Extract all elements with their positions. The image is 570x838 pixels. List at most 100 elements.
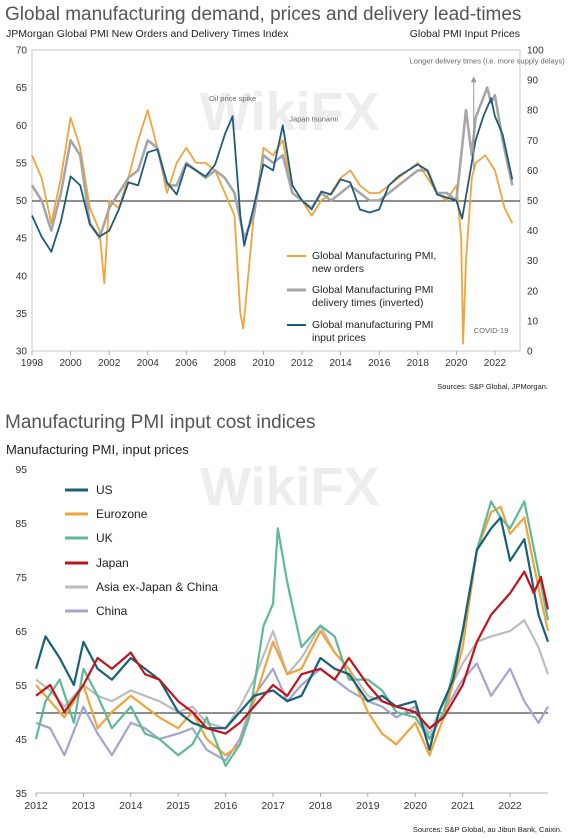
legend-label-new-orders-line2: new orders: [312, 263, 364, 275]
series-line-global-manufacturing-pmi-delivery-times-inverted: [30, 86, 514, 240]
left-tick-label-30: 30: [16, 347, 28, 358]
legend-label-eurozone: Eurozone: [96, 507, 148, 521]
right-tick-label-90: 90: [527, 76, 539, 87]
x-tick-label-1998: 1998: [21, 358, 44, 369]
x-tick-label-2019: 2019: [356, 800, 380, 812]
x-tick-label-2010: 2010: [252, 358, 275, 369]
right-tick-label-70: 70: [527, 136, 539, 147]
y-tick-label-75: 75: [15, 572, 27, 584]
chart-1-series: [30, 86, 514, 345]
right-tick-label-0: 0: [527, 347, 533, 358]
x-tick-label-2012: 2012: [291, 358, 314, 369]
chart-1-left-ticks: 30 35 40 45 50 55 60 65 70: [16, 46, 28, 358]
x-tick-label-2016: 2016: [214, 800, 238, 812]
legend-label-us: US: [96, 483, 113, 497]
chart-2: Manufacturing PMI input cost indices Man…: [5, 412, 562, 834]
x-tick-label-2008: 2008: [214, 358, 237, 369]
legend-item-japan: Japan: [65, 556, 129, 570]
legend-label-input-prices-line1: Global manufacturing PMI: [312, 319, 433, 331]
legend-label-uk: UK: [96, 531, 113, 545]
chart-1-title: Global manufacturing demand, prices and …: [5, 4, 521, 25]
x-tick-label-2020: 2020: [445, 358, 468, 369]
annotation-oil-price-spike: Oil price spike: [209, 94, 256, 103]
legend-item-delivery-times: Global Manufacturing PMI delivery times …: [287, 284, 433, 309]
y-tick-label-35: 35: [15, 788, 27, 800]
chart-1-legend: Global Manufacturing PMI, new orders Glo…: [287, 250, 436, 344]
chart-2-ylabel: Manufacturing PMI, input prices: [6, 442, 189, 457]
x-tick-label-2020: 2020: [404, 800, 428, 812]
series-line-global-manufacturing-pmi-input-prices: [31, 97, 514, 253]
y-tick-label-45: 45: [15, 734, 27, 746]
right-tick-label-20: 20: [527, 286, 539, 297]
left-tick-label-35: 35: [16, 309, 28, 320]
chart-1-source: Sources: S&P Global, JPMorgan.: [437, 382, 548, 391]
arrowhead-icon: [470, 76, 477, 83]
y-tick-label-65: 65: [15, 626, 27, 638]
x-tick-label-2014: 2014: [329, 358, 352, 369]
x-tick-label-2022: 2022: [484, 358, 507, 369]
chart-1-annotations: Oil price spike Japan tsunami Longer del…: [209, 57, 565, 335]
y-tick-label-95: 95: [15, 464, 27, 476]
legend-item-uk: UK: [65, 531, 113, 545]
x-tick-label-2013: 2013: [72, 800, 96, 812]
chart-2-title: Manufacturing PMI input cost indices: [5, 412, 316, 433]
right-tick-label-10: 10: [527, 316, 539, 327]
x-tick-label-2004: 2004: [137, 358, 160, 369]
chart-2-series: [34, 500, 550, 768]
x-tick-label-2006: 2006: [175, 358, 198, 369]
right-tick-label-50: 50: [527, 196, 539, 207]
x-tick-label-2018: 2018: [407, 358, 430, 369]
legend-label-china: China: [96, 604, 128, 618]
legend-item-china: China: [65, 604, 128, 618]
left-tick-label-60: 60: [16, 121, 28, 132]
x-tick-label-2021: 2021: [451, 800, 475, 812]
right-tick-label-80: 80: [527, 106, 539, 117]
chart-2-y-ticks: 35 45 55 65 75 85 95: [15, 464, 27, 800]
watermark-top: WikiFX: [200, 82, 380, 142]
y-tick-label-55: 55: [15, 680, 27, 692]
x-tick-label-2000: 2000: [59, 358, 82, 369]
x-tick-label-2016: 2016: [368, 358, 391, 369]
left-tick-label-65: 65: [16, 83, 28, 94]
legend-label-asia-ex-japan-china: Asia ex-Japan & China: [96, 580, 218, 594]
annotation-japan-tsunami: Japan tsunami: [289, 114, 338, 123]
series-line-japan: [35, 570, 550, 735]
series-line-china: [35, 662, 549, 762]
chart-2-legend: US Eurozone UK Japan Asia ex-Japan & Chi…: [65, 483, 218, 618]
left-tick-label-45: 45: [16, 234, 28, 245]
legend-label-new-orders-line1: Global Manufacturing PMI,: [312, 250, 436, 262]
chart-1-right-ticks: 0 10 20 30 40 50 60 70 80 90 100: [527, 46, 544, 358]
series-line-eurozone: [35, 505, 550, 757]
x-tick-label-2002: 2002: [98, 358, 121, 369]
chart-1: Global manufacturing demand, prices and …: [5, 4, 565, 391]
chart-1-x-ticks: 1998 2000 2002 2004 2006 2008 2010 2012 2014 2016…: [21, 351, 507, 369]
left-tick-label-70: 70: [16, 46, 28, 57]
right-tick-label-60: 60: [527, 166, 539, 177]
left-tick-label-55: 55: [16, 158, 28, 169]
x-tick-label-2015: 2015: [167, 800, 191, 812]
series-line-uk: [34, 500, 550, 768]
right-tick-label-100: 100: [527, 46, 544, 57]
legend-item-eurozone: Eurozone: [65, 507, 148, 521]
chart-1-right-axis-label: Global PMI Input Prices: [410, 28, 520, 40]
legend-label-input-prices-line2: input prices: [312, 332, 366, 344]
chart-1-left-axis-label: JPMorgan Global PMI New Orders and Deliv…: [6, 28, 289, 40]
legend-item-us: US: [65, 483, 113, 497]
legend-label-delivery-times-line2: delivery times (inverted): [312, 297, 423, 309]
x-tick-label-2017: 2017: [261, 800, 285, 812]
legend-item-asia-ex-japan-china: Asia ex-Japan & China: [65, 580, 218, 594]
right-tick-label-30: 30: [527, 256, 539, 267]
y-tick-label-85: 85: [15, 518, 27, 530]
legend-label-delivery-times-line1: Global Manufacturing PMI: [312, 284, 433, 296]
x-tick-label-2018: 2018: [309, 800, 333, 812]
legend-label-japan: Japan: [96, 556, 129, 570]
x-tick-label-2022: 2022: [498, 800, 522, 812]
chart-2-source: Sources: S&P Global, au Jibun Bank, Caix…: [413, 825, 562, 834]
left-tick-label-40: 40: [16, 271, 28, 282]
series-line-us: [34, 516, 550, 751]
annotation-covid-19: COVID-19: [474, 326, 509, 335]
annotation-longer-delivery-times: Longer delivery times (i.e. more supply …: [410, 57, 566, 66]
series-line-asia-ex-japan-china: [35, 619, 550, 735]
